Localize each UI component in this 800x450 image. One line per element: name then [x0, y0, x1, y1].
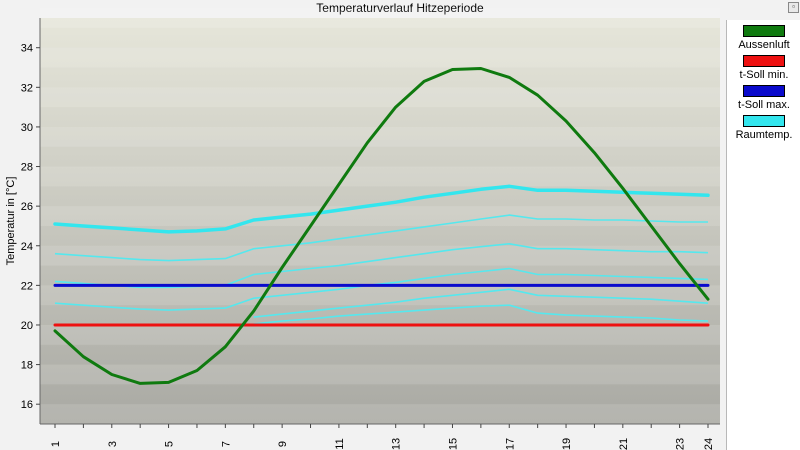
grid-band: [40, 166, 720, 187]
series-line-aussenluft: [53, 67, 710, 385]
grid-band: [40, 324, 720, 345]
grid-band: [40, 245, 720, 266]
legend-label: t-Soll min.: [739, 69, 789, 81]
y-tick-label: 26: [21, 201, 33, 213]
x-tick-label: 5: [164, 441, 176, 447]
y-tick-label: 18: [21, 360, 33, 372]
legend-swatch: [743, 115, 785, 127]
series-line-raumtemp: [53, 184, 710, 234]
room-temp-zone-line: [253, 288, 709, 318]
x-tick-label: 1: [50, 441, 62, 447]
room-temp-zone-line: [253, 304, 709, 325]
y-axis-label: Temperatur in [°C]: [5, 177, 17, 266]
legend-swatch: [743, 25, 785, 37]
plot-background: [39, 8, 720, 425]
x-tick-label: 15: [447, 438, 459, 450]
legend-item: t-Soll max.: [727, 85, 800, 111]
legend-item: t-Soll min.: [727, 55, 800, 81]
chart-title: Temperaturverlauf Hitzeperiode: [316, 1, 484, 15]
legend-swatch: [743, 55, 785, 67]
x-tick-label: 21: [618, 438, 630, 450]
x-tick-label: 24: [703, 438, 715, 450]
grid-band: [40, 364, 720, 385]
legend-item: Aussenluft: [727, 25, 800, 51]
y-tick-label: 32: [21, 82, 33, 94]
y-tick-label: 24: [21, 241, 33, 253]
x-tick-label: 11: [334, 438, 346, 449]
y-axis: 16 18 20 22 24 26 28 30 32 34: [21, 43, 40, 411]
x-tick-label: 23: [675, 438, 687, 450]
legend: Aussenluft t-Soll min. t-Soll max. Raumtemp…: [726, 20, 800, 450]
y-tick-label: 16: [21, 399, 33, 411]
plot-area: [40, 18, 720, 424]
legend-label: Aussenluft: [738, 39, 790, 51]
room-temp-zone-line: [54, 243, 709, 289]
x-tick-label: 3: [107, 441, 119, 447]
grid-band: [40, 404, 720, 424]
grid-band: [40, 285, 720, 306]
y-tick-label: 28: [21, 162, 33, 174]
grid-band: [40, 206, 720, 226]
legend-label: t-Soll max.: [738, 99, 790, 111]
x-tick-label: 17: [504, 438, 516, 450]
grid-band: [40, 47, 720, 68]
x-axis: 1 3 5 7 9 11 13 15 17 19 21 23 24: [50, 424, 715, 450]
room-temp-zone-line: [54, 214, 708, 262]
minimize-button[interactable]: ▫: [788, 2, 799, 13]
y-tick-label: 30: [21, 122, 33, 134]
y-tick-label: 22: [21, 280, 33, 292]
x-tick-label: 7: [220, 441, 232, 447]
grid-band: [40, 8, 720, 28]
series-lines: [53, 67, 710, 385]
grid-band: [40, 126, 720, 147]
y-tick-label: 20: [21, 320, 33, 332]
grid-band: [40, 87, 720, 108]
x-tick-label: 13: [391, 438, 403, 450]
y-tick-label: 34: [21, 43, 33, 55]
legend-label: Raumtemp.: [735, 129, 793, 141]
legend-item: Raumtemp.: [727, 115, 800, 141]
x-tick-label: 19: [561, 438, 573, 450]
x-tick-label: 9: [277, 441, 289, 447]
legend-swatch: [743, 85, 785, 97]
